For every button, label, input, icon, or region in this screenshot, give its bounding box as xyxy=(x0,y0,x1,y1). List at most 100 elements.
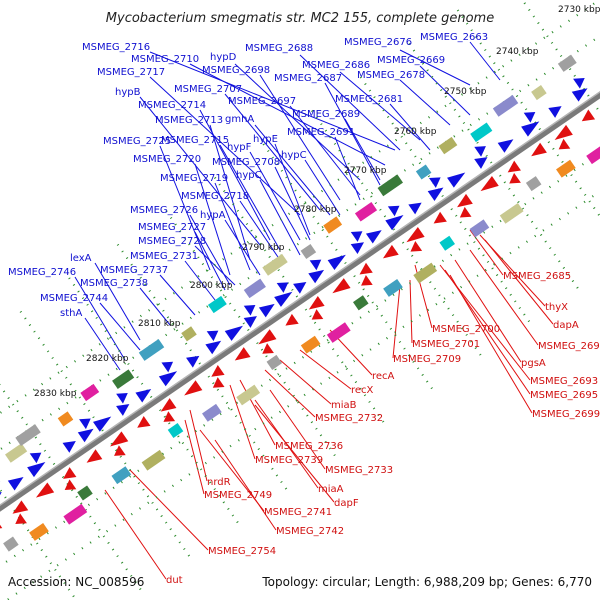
gene-label[interactable]: sthA xyxy=(60,308,82,319)
gene-label[interactable]: hypB xyxy=(115,87,141,98)
gene-label[interactable]: MSMEG_2676 xyxy=(344,37,412,48)
gene-label[interactable]: MSMEG_2691 xyxy=(287,127,355,138)
gene-label[interactable]: MSMEG_2669 xyxy=(377,55,445,66)
gene-label[interactable]: MSMEG_2687 xyxy=(274,73,342,84)
forward-gene-arrow xyxy=(258,303,275,318)
callout-line xyxy=(392,284,401,359)
gene-label[interactable]: miaB xyxy=(331,400,357,411)
callout-line xyxy=(99,302,141,351)
gene-label[interactable]: MSMEG_2693 xyxy=(530,376,598,387)
gene-label[interactable]: MSMEG_2736 xyxy=(275,441,343,452)
gene-label[interactable]: MSMEG_2739 xyxy=(255,455,323,466)
callout-line xyxy=(304,159,341,216)
gene-label[interactable]: MSMEG_2718 xyxy=(181,191,249,202)
gene-label[interactable]: MSMEG_2720 xyxy=(133,154,201,165)
feature-box xyxy=(207,295,227,314)
forward-gene-arrow xyxy=(571,88,588,102)
feature-box xyxy=(138,338,165,361)
gene-label[interactable]: MSMEG_2685 xyxy=(503,271,571,282)
gene-label[interactable]: MSMEG_2717 xyxy=(97,67,165,78)
gene-label[interactable]: MSMEG_2710 xyxy=(131,54,199,65)
gene-label[interactable]: MSMEG_2701 xyxy=(412,339,480,350)
callout-line xyxy=(149,51,396,151)
forward-gene-arrow xyxy=(62,440,76,453)
gene-label[interactable]: MSMEG_2746 xyxy=(8,267,76,278)
gene-label[interactable]: MSMEG_2726 xyxy=(130,205,198,216)
gene-label[interactable]: MSMEG_2719 xyxy=(160,173,228,184)
gene-label[interactable]: MSMEG_2689 xyxy=(292,109,360,120)
gene-label[interactable]: nrdR xyxy=(207,477,231,488)
gene-label[interactable]: MSMEG_2695 xyxy=(530,390,598,401)
gene-label[interactable]: MSMEG_2663 xyxy=(420,32,488,43)
gene-label[interactable]: MSMEG_2714 xyxy=(138,100,206,111)
gene-label[interactable]: miaA xyxy=(318,484,344,495)
reverse-gene-arrow xyxy=(114,445,126,456)
forward-gene-labels: MSMEG_2716 MSMEG_2710 hypD MSMEG_2688 MS… xyxy=(8,32,488,319)
gene-label[interactable]: recX xyxy=(351,385,374,396)
reverse-gene-arrow xyxy=(110,431,129,447)
callout-line xyxy=(139,287,171,326)
gene-label[interactable]: hypC xyxy=(236,170,262,181)
gene-label[interactable]: thyX xyxy=(545,302,568,313)
gene-label[interactable]: MSMEG_2716 xyxy=(82,42,150,53)
gene-label[interactable]: MSMEG_2678 xyxy=(357,70,425,81)
gene-label[interactable]: hypF xyxy=(227,142,252,153)
forward-gene-arrow xyxy=(474,157,488,169)
gene-label[interactable]: MSMEG_2738 xyxy=(80,278,148,289)
feature-box xyxy=(5,443,28,463)
gene-label[interactable]: MSMEG_2707 xyxy=(174,84,242,95)
gene-label[interactable]: hypD xyxy=(210,52,237,63)
gene-label[interactable]: MSMEG_2744 xyxy=(40,293,108,304)
gene-label[interactable]: MSMEG_2690 xyxy=(538,341,600,352)
reverse-gene-arrow xyxy=(234,347,251,361)
gene-label[interactable]: MSMEG_2732 xyxy=(315,413,383,424)
gene-label[interactable]: hypC xyxy=(281,150,307,161)
callout-line xyxy=(214,182,251,271)
gene-label[interactable]: MSMEG_2727 xyxy=(138,222,206,233)
kbp-labels: 2730 kbp 2740 kbp 2750 kbp 2760 kbp 2770… xyxy=(34,5,600,399)
gene-label[interactable]: recA xyxy=(372,371,395,382)
gene-label[interactable]: MSMEG_2708 xyxy=(212,157,280,168)
reverse-gene-arrow xyxy=(459,206,472,218)
gene-label[interactable]: MSMEG_2725 xyxy=(103,136,171,147)
gene-label[interactable]: MSMEG_2688 xyxy=(245,43,313,54)
forward-gene-arrow xyxy=(93,416,112,432)
gene-label[interactable]: dut xyxy=(166,575,183,586)
callout-line xyxy=(239,200,281,261)
gene-label[interactable]: hypA xyxy=(200,210,226,221)
reverse-gene-arrow xyxy=(509,172,521,184)
gene-label[interactable]: MSMEG_2681 xyxy=(335,94,403,105)
gene-label[interactable]: MSMEG_2737 xyxy=(100,265,168,276)
gene-label[interactable]: MSMEG_2731 xyxy=(130,251,198,262)
forward-gene-arrow xyxy=(521,121,540,137)
gene-label[interactable]: MSMEG_2754 xyxy=(208,546,276,557)
gene-label[interactable]: dapF xyxy=(334,498,359,509)
forward-gene-arrow xyxy=(387,205,400,217)
callout-line xyxy=(159,274,196,316)
forward-gene-arrow xyxy=(327,254,346,270)
gene-label[interactable]: MSMEG_2733 xyxy=(325,465,393,476)
gene-label[interactable]: MSMEG_2698 xyxy=(202,65,270,76)
gene-label[interactable]: lexA xyxy=(70,253,92,264)
feature-box xyxy=(354,201,378,222)
gene-label[interactable]: MSMEG_2749 xyxy=(204,490,272,501)
reverse-gene-arrow xyxy=(35,482,55,498)
gene-label[interactable]: MSMEG_2700 xyxy=(432,324,500,335)
gene-label[interactable]: MSMEG_2728 xyxy=(138,236,206,247)
gene-label[interactable]: hypE xyxy=(253,134,278,145)
gene-label[interactable]: dapA xyxy=(553,320,579,331)
gene-label[interactable]: MSMEG_2713 xyxy=(155,115,223,126)
gene-label[interactable]: MSMEG_2697 xyxy=(228,96,296,107)
gene-label[interactable]: gmhA xyxy=(225,114,254,125)
gene-label[interactable]: pgsA xyxy=(521,358,546,369)
gene-label[interactable]: MSMEG_2715 xyxy=(161,135,229,146)
reverse-gene-arrow xyxy=(15,513,27,525)
callout-line xyxy=(279,359,332,405)
callout-line xyxy=(254,124,331,216)
reverse-gene-arrow xyxy=(558,138,571,150)
gene-label[interactable]: MSMEG_2686 xyxy=(302,60,370,71)
gene-label[interactable]: MSMEG_2742 xyxy=(276,526,344,537)
gene-label[interactable]: MSMEG_2699 xyxy=(532,409,600,420)
gene-label[interactable]: MSMEG_2741 xyxy=(264,507,332,518)
gene-label[interactable]: MSMEG_2709 xyxy=(393,354,461,365)
